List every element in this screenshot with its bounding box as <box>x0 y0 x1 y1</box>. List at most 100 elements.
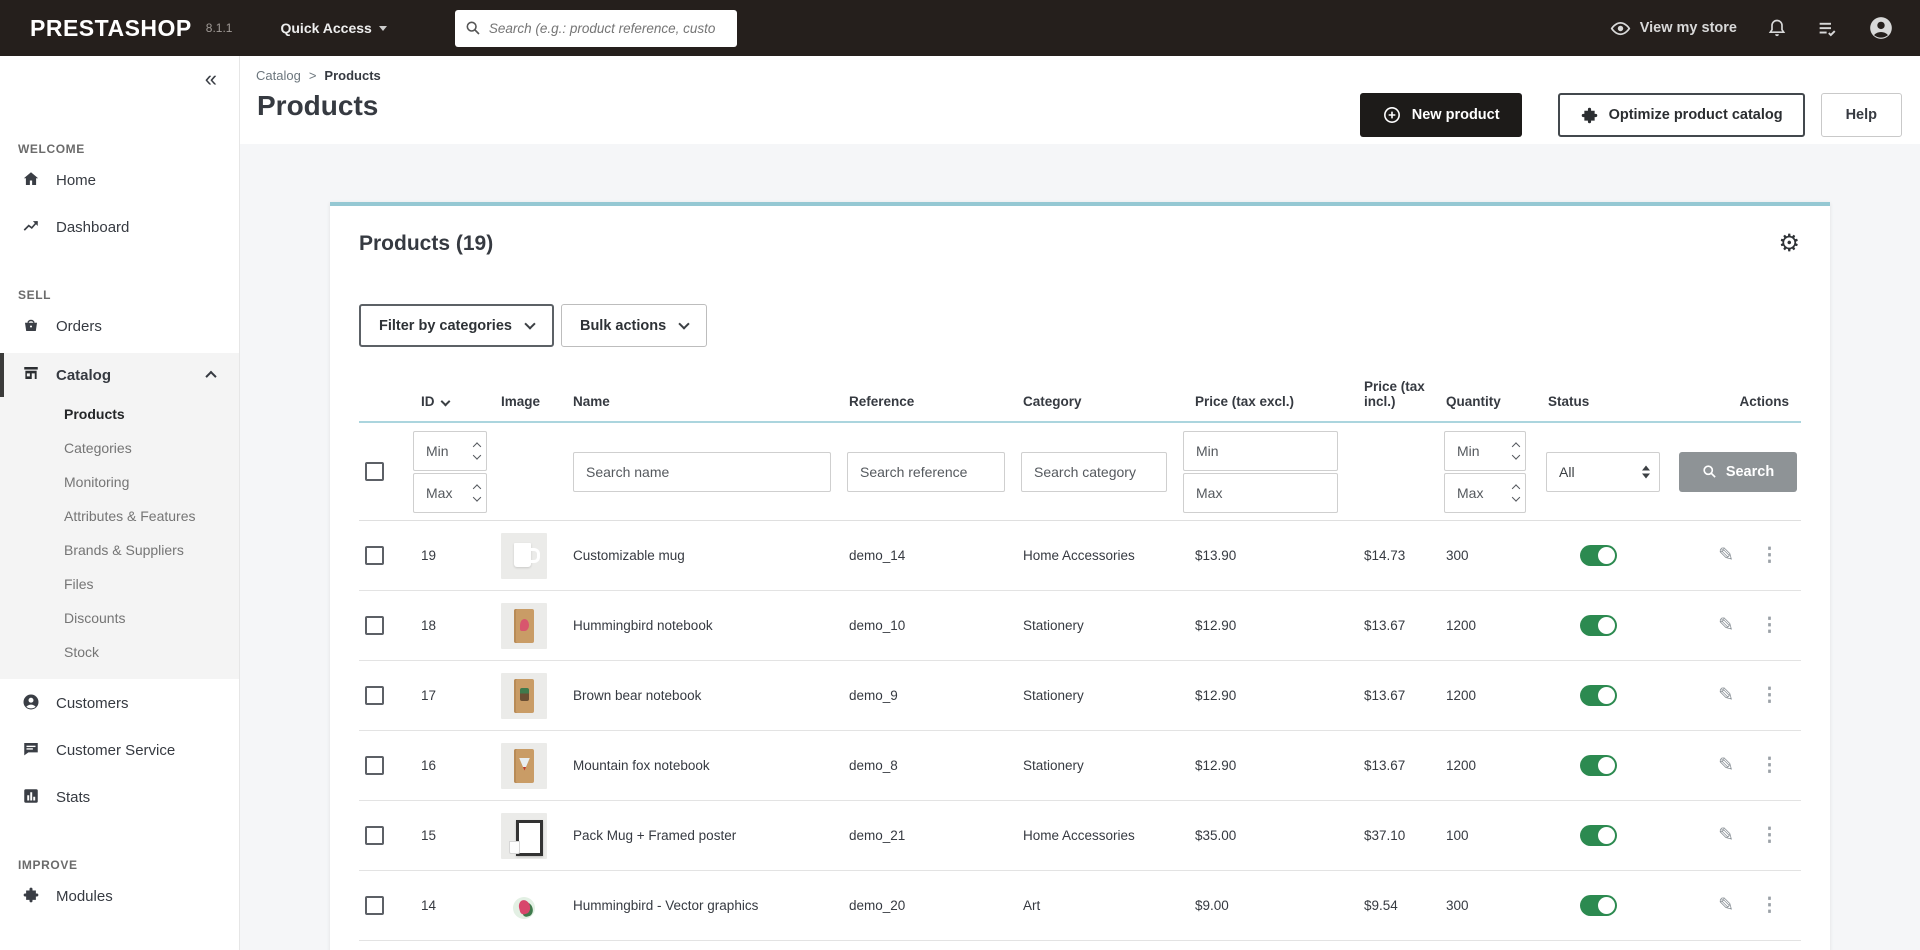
row-checkbox[interactable] <box>365 896 384 915</box>
new-product-button[interactable]: New product <box>1360 93 1522 137</box>
status-toggle[interactable] <box>1580 755 1617 776</box>
help-button[interactable]: Help <box>1821 93 1902 137</box>
table-row[interactable]: 16 Mountain fox notebook demo_8 Statione… <box>359 731 1801 801</box>
list-check-icon[interactable] <box>1817 18 1838 39</box>
help-label: Help <box>1846 107 1877 123</box>
status-filter-select[interactable]: All <box>1546 452 1660 492</box>
status-toggle[interactable] <box>1580 895 1617 916</box>
stepper-arrows-icon[interactable] <box>474 443 480 458</box>
search-icon <box>1702 464 1717 479</box>
kebab-menu-icon[interactable]: ⋮ <box>1760 894 1779 917</box>
kebab-menu-icon[interactable]: ⋮ <box>1760 684 1779 707</box>
view-my-store-link[interactable]: View my store <box>1610 18 1737 39</box>
sidebar-item-stats[interactable]: Stats <box>0 775 239 820</box>
sidebar-item-catalog[interactable]: Catalog <box>0 353 239 397</box>
table-row[interactable]: 19 Customizable mug demo_14 Home Accesso… <box>359 521 1801 591</box>
sidebar-subitem-files[interactable]: Files <box>0 567 239 601</box>
sidebar-subitem-products[interactable]: Products <box>0 397 239 431</box>
row-checkbox[interactable] <box>365 616 384 635</box>
topbar: PRESTASHOP 8.1.1 Quick Access View my st… <box>0 0 1920 56</box>
product-price-incl: $9.54 <box>1354 898 1436 913</box>
product-category: Stationery <box>1013 758 1175 773</box>
sidebar-subitem-monitoring[interactable]: Monitoring <box>0 465 239 499</box>
product-price-incl: $37.10 <box>1354 828 1436 843</box>
product-reference: demo_21 <box>839 828 1013 843</box>
sidebar-item-orders[interactable]: Orders <box>0 304 239 349</box>
sidebar-collapse-button[interactable]: « <box>205 68 217 90</box>
select-all-checkbox[interactable] <box>365 462 384 481</box>
column-header-id[interactable]: ID <box>399 379 491 421</box>
pencil-icon[interactable]: ✎ <box>1718 614 1734 637</box>
stats-icon <box>22 787 40 809</box>
pencil-icon[interactable]: ✎ <box>1718 684 1734 707</box>
row-checkbox[interactable] <box>365 826 384 845</box>
sidebar-item-dashboard[interactable]: Dashboard <box>0 205 239 250</box>
sidebar: « WELCOME Home Dashboard SELL Orders Cat… <box>0 56 240 950</box>
price-min-filter[interactable] <box>1183 431 1338 471</box>
optimize-catalog-button[interactable]: Optimize product catalog <box>1558 93 1805 137</box>
pencil-icon[interactable]: ✎ <box>1718 894 1734 917</box>
puzzle-icon <box>22 886 40 908</box>
price-max-filter[interactable] <box>1183 473 1338 513</box>
status-toggle[interactable] <box>1580 825 1617 846</box>
reference-filter[interactable] <box>847 452 1005 492</box>
product-thumbnail <box>501 673 547 719</box>
name-filter[interactable] <box>573 452 831 492</box>
customers-icon <box>22 693 40 715</box>
pencil-icon[interactable]: ✎ <box>1718 754 1734 777</box>
breadcrumb-catalog[interactable]: Catalog <box>256 68 301 83</box>
sidebar-subitem-attributes[interactable]: Attributes & Features <box>0 499 239 533</box>
table-row[interactable]: 15 Pack Mug + Framed poster demo_21 Home… <box>359 801 1801 871</box>
kebab-menu-icon[interactable]: ⋮ <box>1760 614 1779 637</box>
breadcrumb: Catalog > Products <box>256 68 381 83</box>
sidebar-item-customer-service[interactable]: Customer Service <box>0 728 239 773</box>
gear-icon[interactable]: ⚙ <box>1778 232 1800 256</box>
sidebar-item-customers[interactable]: Customers <box>0 681 239 726</box>
table-row[interactable]: 17 Brown bear notebook demo_9 Stationery… <box>359 661 1801 731</box>
sidebar-subitem-brands[interactable]: Brands & Suppliers <box>0 533 239 567</box>
sidebar-subitem-discounts[interactable]: Discounts <box>0 601 239 635</box>
row-checkbox[interactable] <box>365 756 384 775</box>
column-header-status: Status <box>1536 379 1667 421</box>
row-checkbox[interactable] <box>365 546 384 565</box>
pencil-icon[interactable]: ✎ <box>1718 544 1734 567</box>
filter-by-categories-button[interactable]: Filter by categories <box>359 304 554 347</box>
bulk-actions-button[interactable]: Bulk actions <box>561 304 707 347</box>
sidebar-item-home[interactable]: Home <box>0 158 239 203</box>
sidebar-item-modules[interactable]: Modules <box>0 874 239 919</box>
search-button[interactable]: Search <box>1679 452 1797 492</box>
sidebar-subitem-stock[interactable]: Stock <box>0 635 239 669</box>
bell-icon[interactable] <box>1767 18 1787 38</box>
category-filter[interactable] <box>1021 452 1167 492</box>
new-product-label: New product <box>1412 107 1500 123</box>
product-price-incl: $13.67 <box>1354 758 1436 773</box>
search-button-label: Search <box>1726 464 1774 480</box>
row-checkbox[interactable] <box>365 686 384 705</box>
stepper-arrows-icon[interactable] <box>1513 485 1519 500</box>
column-header-price-excl: Price (tax excl.) <box>1175 379 1354 421</box>
kebab-menu-icon[interactable]: ⋮ <box>1760 544 1779 567</box>
table-row[interactable]: 14 Hummingbird - Vector graphics demo_20… <box>359 871 1801 941</box>
product-price-excl: $9.00 <box>1175 898 1354 913</box>
bulk-actions-label: Bulk actions <box>580 318 666 334</box>
account-icon[interactable] <box>1868 15 1894 41</box>
table-header-row: ID Image Name Reference Category Price (… <box>359 347 1801 421</box>
kebab-menu-icon[interactable]: ⋮ <box>1760 824 1779 847</box>
product-quantity: 1200 <box>1436 688 1536 703</box>
kebab-menu-icon[interactable]: ⋮ <box>1760 754 1779 777</box>
stepper-arrows-icon[interactable] <box>474 485 480 500</box>
sidebar-item-label: Stats <box>56 789 90 806</box>
search-input[interactable] <box>489 21 727 36</box>
sidebar-subitem-categories[interactable]: Categories <box>0 431 239 465</box>
product-reference: demo_8 <box>839 758 1013 773</box>
status-toggle[interactable] <box>1580 615 1617 636</box>
global-search <box>455 10 737 47</box>
quick-access-menu[interactable]: Quick Access <box>280 20 386 36</box>
prestashop-logo[interactable]: PRESTASHOP <box>30 15 192 42</box>
table-row[interactable]: 18 Hummingbird notebook demo_10 Statione… <box>359 591 1801 661</box>
stepper-arrows-icon[interactable] <box>1513 443 1519 458</box>
status-toggle[interactable] <box>1580 685 1617 706</box>
status-toggle[interactable] <box>1580 545 1617 566</box>
pencil-icon[interactable]: ✎ <box>1718 824 1734 847</box>
sort-desc-icon[interactable] <box>440 397 450 407</box>
